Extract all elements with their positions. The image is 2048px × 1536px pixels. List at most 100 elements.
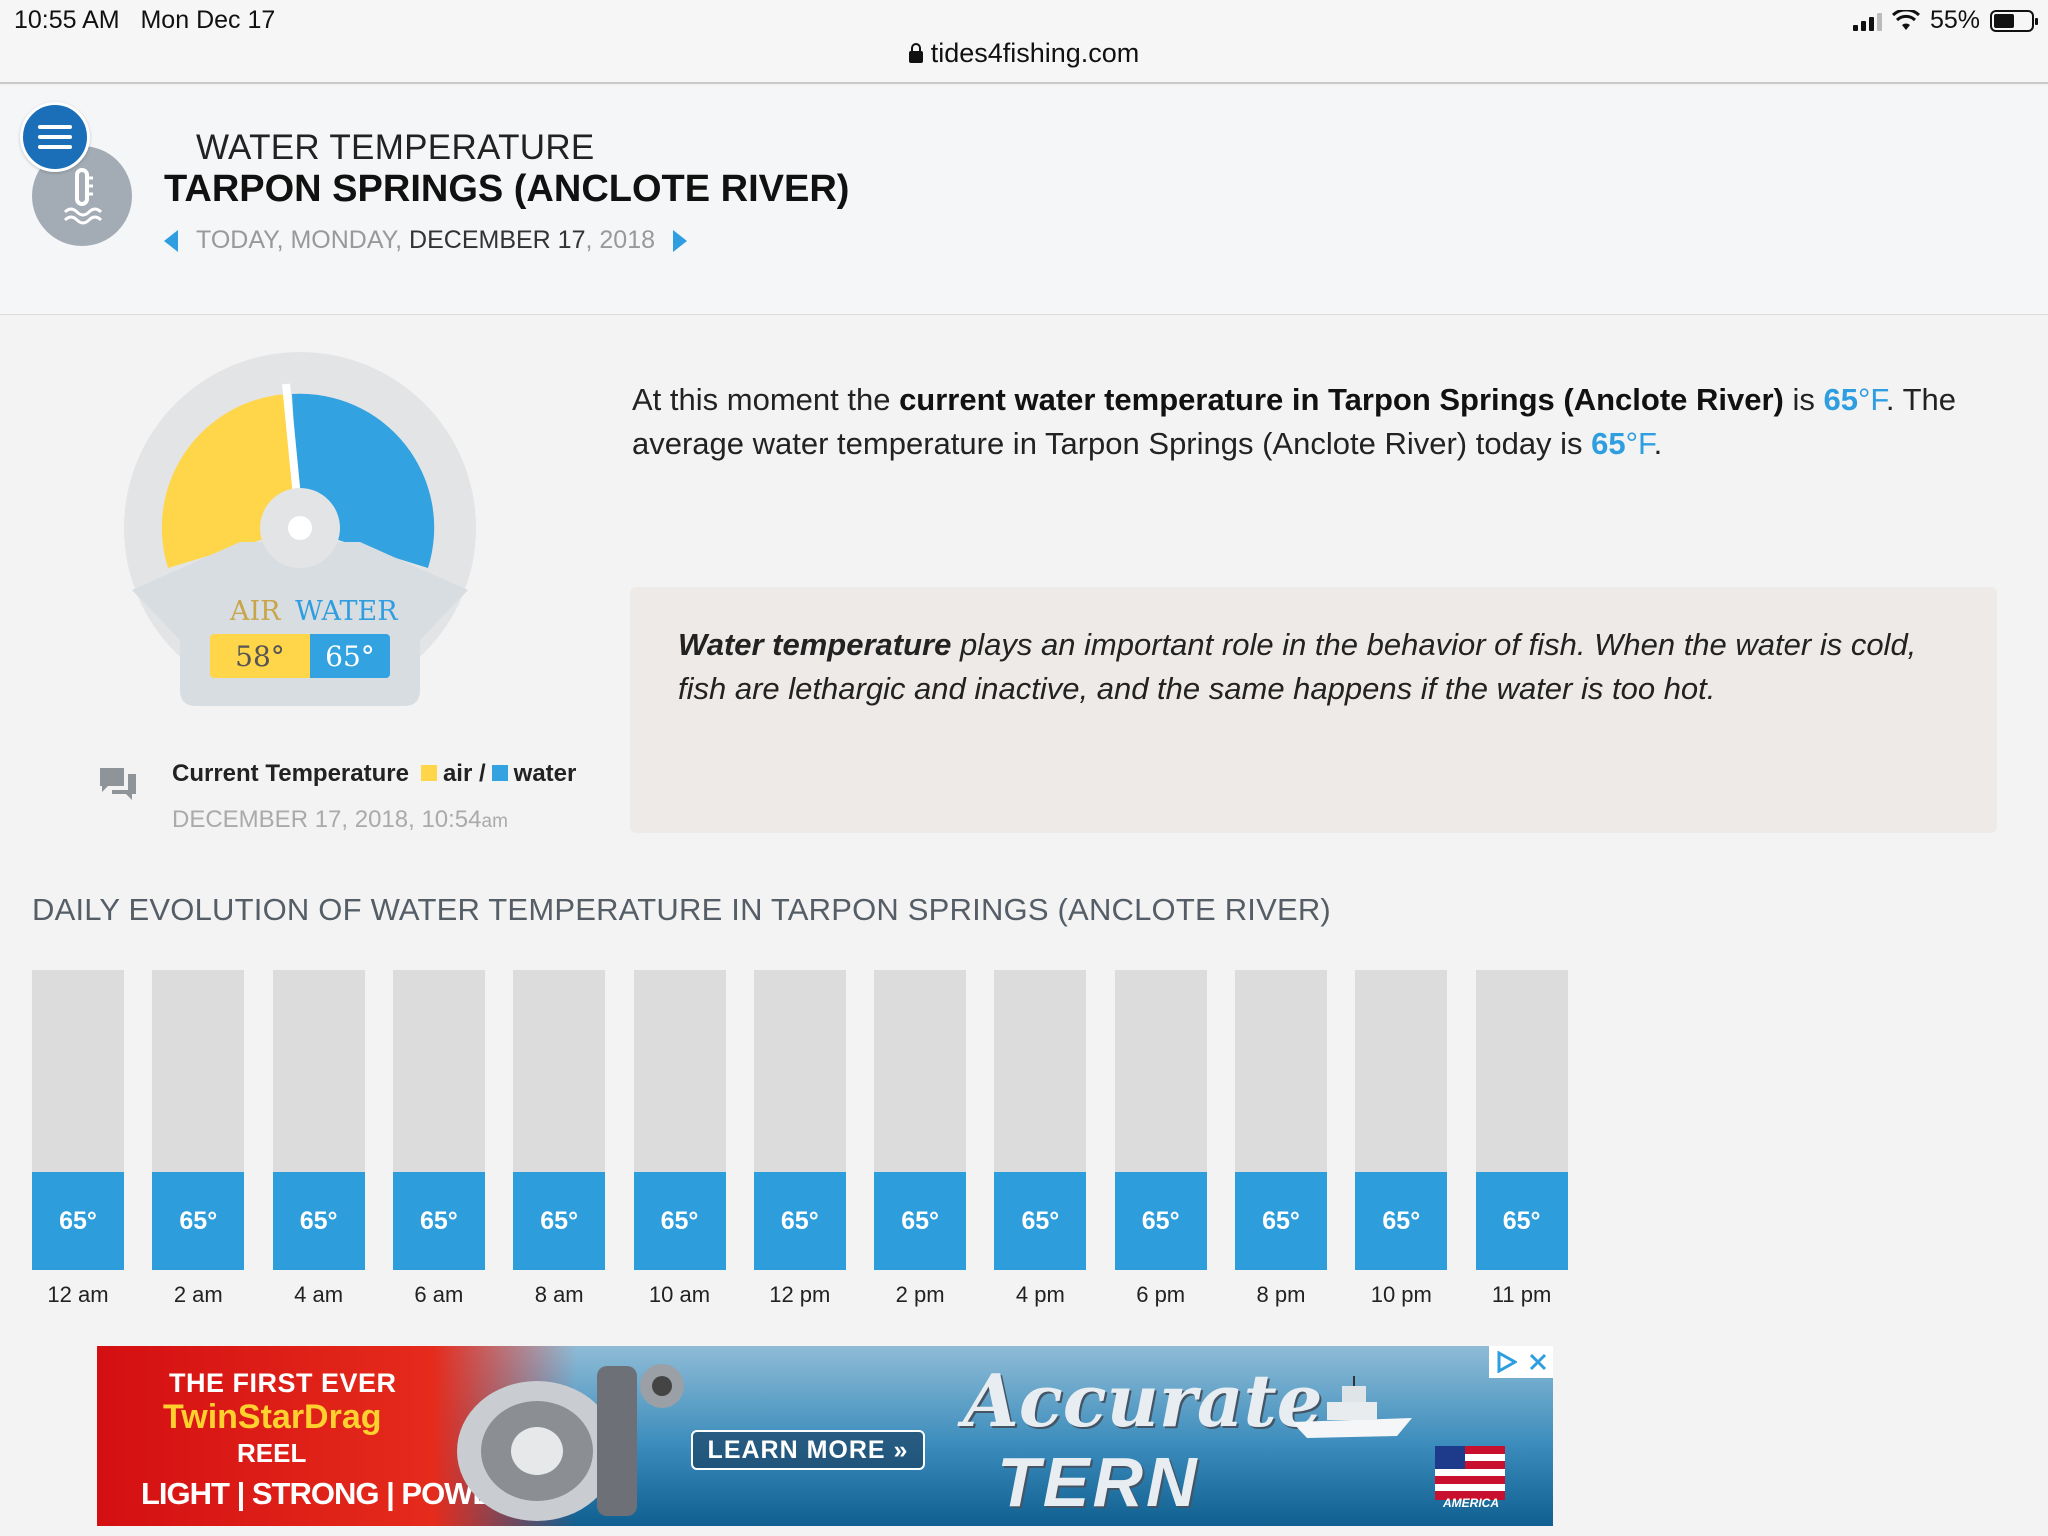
hour-bar-track: 65° — [633, 970, 726, 1270]
hourly-temperature-bars: 65° 12 am 65° 2 am 65° 4 am 65° 6 am 65° 8 am 65° 1… — [32, 970, 1602, 1315]
hamburger-line — [38, 125, 72, 129]
intro-paragraph: At this moment the current water tempera… — [632, 378, 2012, 466]
hour-bar-label: 8 am — [534, 1282, 584, 1307]
hour-bar-value: 65° — [1355, 1172, 1448, 1270]
hour-bar-label: 8 pm — [1256, 1282, 1306, 1307]
previous-day-arrow-icon[interactable] — [164, 229, 178, 252]
hour-bar-track: 65° — [32, 970, 124, 1270]
legend-water-label: water — [513, 760, 577, 787]
hour-bar-label: 10 am — [648, 1282, 711, 1307]
legend-separator: / — [478, 760, 486, 787]
current-water-unit: °F — [1858, 382, 1886, 417]
page-header: WATER TEMPERATURE TARPON SPRINGS (ANCLOT… — [0, 86, 2048, 315]
current-water-temp: 65 — [1823, 382, 1858, 417]
hour-bar-track: 65° — [874, 970, 967, 1270]
battery-percent: 55% — [1929, 6, 1980, 34]
temperature-gauge: AIR WATER 58° 65° — [120, 350, 480, 715]
hour-bar-value: 65° — [633, 1172, 726, 1270]
wifi-icon — [1891, 9, 1920, 30]
lock-icon — [908, 43, 923, 63]
ad-brand-model: TERN — [997, 1443, 1200, 1521]
hour-bar-value: 65° — [1235, 1172, 1327, 1270]
boat-icon — [1292, 1376, 1412, 1438]
hour-bar-track: 65° — [1355, 970, 1448, 1270]
hour-bar-label: 11 pm — [1491, 1282, 1552, 1307]
hour-bar-track: 65° — [994, 970, 1087, 1270]
ad-banner[interactable]: THE FIRST EVER TwinStarDrag REEL LIGHT |… — [97, 1346, 1553, 1526]
ad-flag-caption: AMERICA — [1443, 1496, 1499, 1510]
daily-evolution-title: DAILY EVOLUTION OF WATER TEMPERATURE IN … — [32, 892, 1331, 927]
ad-choices[interactable] — [1489, 1346, 1553, 1378]
hour-bar-track: 65° — [152, 970, 245, 1270]
date-main: DECEMBER 17 — [409, 226, 586, 254]
hour-bar-track: 65° — [753, 970, 846, 1270]
menu-button[interactable] — [20, 102, 90, 172]
hour-bar-value: 65° — [152, 1172, 245, 1270]
learn-more-button[interactable]: LEARN MORE » — [691, 1430, 925, 1470]
info-note: Water temperature plays an important rol… — [630, 587, 1997, 833]
gauge-water-value: 65° — [310, 634, 390, 678]
legend-title: Current Temperature air / water — [172, 760, 576, 788]
next-day-arrow-icon[interactable] — [673, 229, 688, 252]
hour-bar-value: 65° — [753, 1172, 846, 1270]
status-indicators: 55% — [1852, 6, 2038, 35]
gauge-air-value: 58° — [210, 634, 310, 678]
page-title: TARPON SPRINGS (ANCLOTE RIVER) — [164, 168, 850, 210]
hour-bar-value: 65° — [1114, 1172, 1207, 1270]
date-year: , 2018 — [585, 226, 656, 254]
legend-timestamp: DECEMBER 17, 2018, 10:54am — [172, 806, 508, 834]
average-water-temp: 65 — [1591, 426, 1626, 461]
battery-fill — [1994, 13, 2014, 28]
hour-bar-track: 65° — [272, 970, 365, 1270]
hour-bar-track: 65° — [513, 970, 606, 1270]
hamburger-line — [38, 135, 72, 139]
hamburger-line — [38, 145, 72, 149]
hour-bar-value: 65° — [272, 1172, 365, 1270]
ad-choices-icon[interactable] — [1495, 1351, 1517, 1373]
hour-bar-value: 65° — [874, 1172, 967, 1270]
intro-text-3: . The average water temperature in Tarpo… — [632, 382, 1956, 461]
chat-bubbles-icon — [100, 768, 136, 800]
date-prefix: TODAY, MONDAY, — [196, 226, 403, 254]
legend-ampm: am — [481, 811, 508, 832]
hour-bar-label: 2 am — [173, 1282, 223, 1307]
date-navigator: TODAY, MONDAY, DECEMBER 17, 2018 — [164, 226, 688, 255]
hour-bar-label: 6 am — [414, 1282, 464, 1307]
hour-bar-value: 65° — [32, 1172, 124, 1270]
legend-date-text: DECEMBER 17, 2018, 10:54 — [172, 806, 482, 833]
air-swatch — [420, 765, 437, 781]
note-text: plays an important role in the behavior … — [678, 627, 1917, 706]
water-swatch — [491, 765, 508, 781]
legend-title-text: Current Temperature — [172, 760, 409, 787]
hour-bar-label: 10 pm — [1370, 1282, 1432, 1307]
hour-bar-label: 4 am — [294, 1282, 344, 1307]
gauge-labels: AIR WATER — [230, 596, 398, 627]
clock-date: Mon Dec 17 — [140, 6, 276, 34]
hour-bar-label: 6 pm — [1136, 1282, 1186, 1307]
hour-bar-track: 65° — [1114, 970, 1207, 1270]
intro-text-4: . — [1653, 426, 1663, 461]
american-flag-icon — [1435, 1446, 1505, 1500]
hour-bar-label: 4 pm — [1015, 1282, 1065, 1307]
intro-text-2: is — [1783, 382, 1824, 417]
battery-icon — [1990, 9, 2038, 32]
fishing-reel-icon — [457, 1364, 684, 1521]
average-water-unit: °F — [1625, 426, 1654, 461]
url-text: tides4fishing.com — [930, 38, 1140, 68]
address-bar[interactable]: tides4fishing.com — [0, 38, 2048, 69]
hour-bar-track: 65° — [1235, 970, 1327, 1270]
note-bold: Water temperature — [678, 627, 952, 662]
hour-bar-label: 12 am — [47, 1282, 109, 1307]
hour-bar-track: 65° — [392, 970, 485, 1270]
clock-time: 10:55 AM — [14, 6, 120, 34]
close-ad-icon[interactable] — [1528, 1352, 1548, 1372]
intro-bold: current water temperature in Tarpon Spri… — [899, 382, 1784, 417]
cellular-signal-icon — [1852, 11, 1882, 31]
ad-product-name: TwinStarDrag — [163, 1398, 382, 1436]
hour-bar-value: 65° — [513, 1172, 606, 1270]
hour-bar-track: 65° — [1475, 970, 1568, 1270]
ad-headline: THE FIRST EVER — [169, 1368, 397, 1398]
gauge-air-label: AIR — [230, 596, 281, 627]
hour-bar-value: 65° — [1475, 1172, 1568, 1270]
browser-status-bar: 10:55 AM Mon Dec 17 55% tides4fishing.co… — [0, 0, 2048, 84]
